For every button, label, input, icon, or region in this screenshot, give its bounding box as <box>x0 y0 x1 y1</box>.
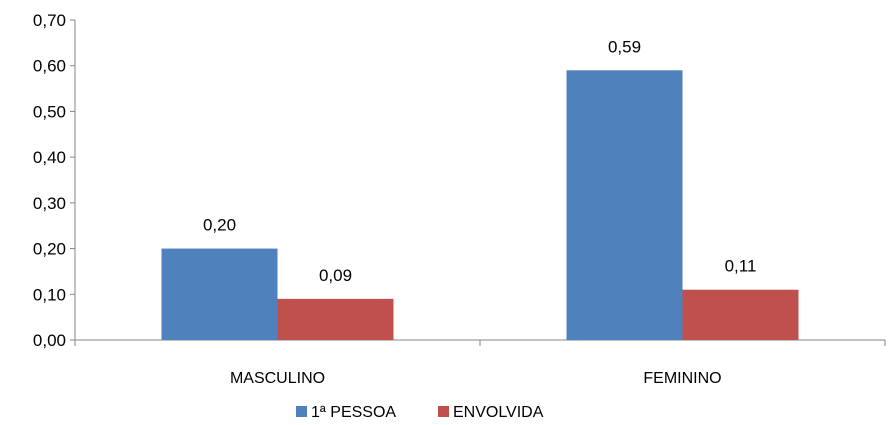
y-tick-label: 0,40 <box>33 148 66 167</box>
data-label: 0,20 <box>203 216 236 235</box>
data-label: 0,59 <box>608 37 641 56</box>
bar <box>277 298 394 340</box>
y-tick-label: 0,70 <box>33 11 66 30</box>
bar <box>566 70 683 341</box>
x-tick-label: FEMININO <box>643 370 721 387</box>
legend-swatch <box>296 406 307 417</box>
legend-label: 1ª PESSOA <box>311 404 396 421</box>
y-tick-label: 0,00 <box>33 331 66 350</box>
legend: 1ª PESSOA ENVOLVIDA <box>296 404 544 421</box>
x-tick-label: MASCULINO <box>230 370 325 387</box>
bars <box>161 70 799 341</box>
bar <box>161 248 278 340</box>
legend-label: ENVOLVIDA <box>453 404 544 421</box>
data-label: 0,11 <box>725 257 757 276</box>
data-label: 0,09 <box>319 266 352 285</box>
y-tick-label: 0,30 <box>33 194 66 213</box>
x-axis: MASCULINO FEMININO <box>74 339 886 387</box>
y-tick-label: 0,50 <box>33 102 66 121</box>
y-tick-label: 0,20 <box>33 240 66 259</box>
legend-swatch <box>438 406 449 417</box>
y-tick-label: 0,10 <box>33 285 66 304</box>
y-axis: 0,00 0,10 0,20 0,30 0,40 0,50 0,60 0,70 <box>33 11 76 350</box>
y-tick-label: 0,60 <box>33 57 66 76</box>
bar <box>682 289 799 340</box>
data-labels: 0,20 0,59 0,09 0,11 <box>203 37 756 285</box>
